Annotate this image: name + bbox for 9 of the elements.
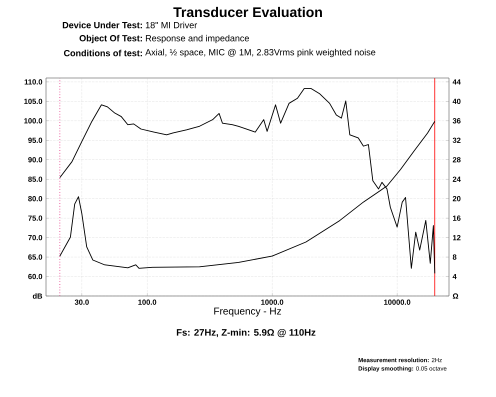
x-axis-title: Frequency - Hz (214, 308, 282, 317)
text: Object Of Test: (80, 34, 142, 44)
text: Device Under Test: (62, 22, 142, 28)
text: Axial, ½ space, MIC @ 1M, 2.83Vrms pink weighted noise (145, 48, 376, 58)
text: Response and impedance (146, 34, 249, 44)
text: 18" MI Driver (146, 22, 198, 28)
text: Fs: 27Hz, Z-min: 5.9Ω @ 110Hz (176, 328, 316, 338)
chart-title: Transducer Evaluation (173, 6, 322, 18)
text: Conditions of test: (64, 50, 142, 56)
